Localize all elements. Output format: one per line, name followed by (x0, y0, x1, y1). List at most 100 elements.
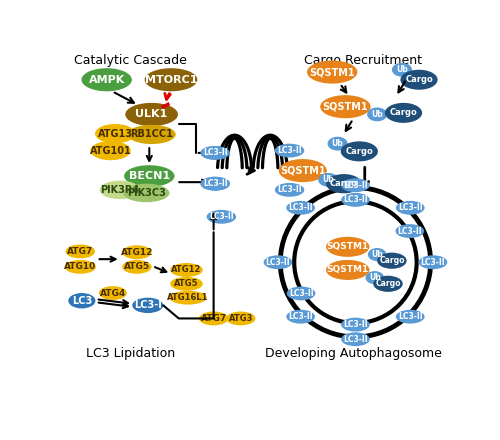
Ellipse shape (122, 245, 152, 259)
Ellipse shape (368, 248, 386, 261)
Ellipse shape (128, 125, 176, 144)
Circle shape (285, 192, 426, 332)
Text: ATG10: ATG10 (64, 262, 96, 271)
Text: Ub: Ub (372, 250, 383, 259)
Text: LC3-II: LC3-II (288, 203, 313, 212)
Text: AMPK: AMPK (88, 75, 125, 85)
Text: LC3-II: LC3-II (343, 320, 368, 329)
Ellipse shape (341, 332, 370, 346)
Circle shape (282, 190, 428, 334)
Ellipse shape (170, 277, 203, 291)
Ellipse shape (286, 201, 315, 215)
Circle shape (291, 198, 420, 326)
Ellipse shape (367, 107, 387, 121)
Text: ATG12: ATG12 (172, 265, 202, 275)
Ellipse shape (275, 143, 304, 158)
Text: LC3 Lipidation: LC3 Lipidation (86, 347, 176, 360)
Ellipse shape (123, 184, 170, 202)
Circle shape (286, 193, 425, 332)
Ellipse shape (275, 183, 304, 197)
Ellipse shape (392, 63, 412, 77)
Ellipse shape (144, 68, 198, 91)
Text: ATG7: ATG7 (67, 247, 94, 256)
Ellipse shape (320, 95, 370, 118)
Text: ATG16L1: ATG16L1 (168, 293, 209, 302)
Circle shape (295, 202, 416, 322)
Circle shape (284, 191, 428, 334)
Text: ATG12: ATG12 (120, 248, 153, 257)
Text: RB1CC1: RB1CC1 (130, 129, 173, 139)
Text: Ub: Ub (322, 176, 334, 184)
Circle shape (289, 196, 422, 328)
Text: Cargo: Cargo (379, 256, 404, 265)
Text: LC3-II: LC3-II (209, 213, 234, 221)
Text: PIK3R4: PIK3R4 (100, 185, 140, 195)
Text: LC3-II: LC3-II (203, 148, 228, 158)
Ellipse shape (340, 141, 378, 161)
Text: LC3: LC3 (72, 296, 92, 306)
Circle shape (294, 202, 416, 323)
Text: BECN1: BECN1 (128, 171, 170, 181)
Text: Catalytic Cascade: Catalytic Cascade (74, 54, 187, 67)
Text: ULK1: ULK1 (136, 110, 168, 119)
Ellipse shape (396, 224, 424, 238)
Text: LC3-II: LC3-II (288, 312, 313, 321)
Ellipse shape (170, 263, 203, 277)
Circle shape (282, 189, 429, 335)
Text: ATG4: ATG4 (100, 289, 126, 297)
Ellipse shape (328, 137, 347, 150)
Ellipse shape (170, 291, 206, 304)
Text: SQSTM1: SQSTM1 (310, 67, 355, 77)
Ellipse shape (68, 293, 96, 308)
Ellipse shape (326, 260, 370, 280)
Circle shape (287, 194, 424, 330)
Circle shape (294, 201, 418, 324)
Text: LC3-II: LC3-II (343, 181, 368, 190)
Ellipse shape (307, 60, 358, 84)
Ellipse shape (200, 146, 230, 160)
Ellipse shape (100, 180, 140, 199)
Text: SQSTM1: SQSTM1 (326, 265, 369, 275)
Circle shape (286, 194, 424, 331)
Ellipse shape (377, 253, 406, 269)
Text: Cargo: Cargo (390, 108, 417, 117)
Ellipse shape (278, 159, 327, 182)
Ellipse shape (95, 124, 136, 143)
Circle shape (292, 199, 419, 326)
Text: LC3-I: LC3-I (134, 301, 162, 310)
Ellipse shape (200, 177, 230, 191)
Ellipse shape (90, 141, 130, 160)
Text: ATG3: ATG3 (228, 314, 253, 323)
Text: Cargo: Cargo (346, 147, 373, 156)
Ellipse shape (66, 245, 95, 258)
Text: Cargo: Cargo (405, 75, 433, 84)
Text: LC3-II: LC3-II (278, 185, 302, 194)
Ellipse shape (200, 177, 230, 191)
Ellipse shape (99, 286, 127, 300)
Text: LC3-II: LC3-II (343, 195, 368, 204)
Text: SQSTM1: SQSTM1 (326, 242, 369, 251)
Ellipse shape (341, 178, 370, 192)
Ellipse shape (65, 260, 96, 274)
Text: LC3-II: LC3-II (203, 148, 228, 158)
Text: Cargo Recruitment: Cargo Recruitment (304, 54, 422, 67)
Text: ATG7: ATG7 (200, 314, 227, 323)
Text: Cargo: Cargo (375, 279, 401, 288)
Text: Developing Autophagosome: Developing Autophagosome (264, 347, 442, 360)
Circle shape (292, 200, 418, 325)
Text: LC3-II: LC3-II (289, 289, 314, 298)
Text: PIK3C3: PIK3C3 (127, 188, 166, 198)
Ellipse shape (264, 255, 292, 269)
Text: SQSTM1: SQSTM1 (280, 165, 326, 176)
Ellipse shape (318, 173, 338, 187)
Ellipse shape (199, 312, 228, 326)
Ellipse shape (341, 318, 370, 332)
Text: LC3-II: LC3-II (343, 335, 368, 344)
Ellipse shape (82, 68, 132, 91)
Text: Ub: Ub (369, 273, 380, 282)
Ellipse shape (206, 210, 236, 224)
Text: LC3-II: LC3-II (398, 227, 422, 235)
Ellipse shape (286, 286, 316, 301)
Text: LC3-II: LC3-II (398, 203, 422, 212)
Ellipse shape (396, 201, 424, 215)
